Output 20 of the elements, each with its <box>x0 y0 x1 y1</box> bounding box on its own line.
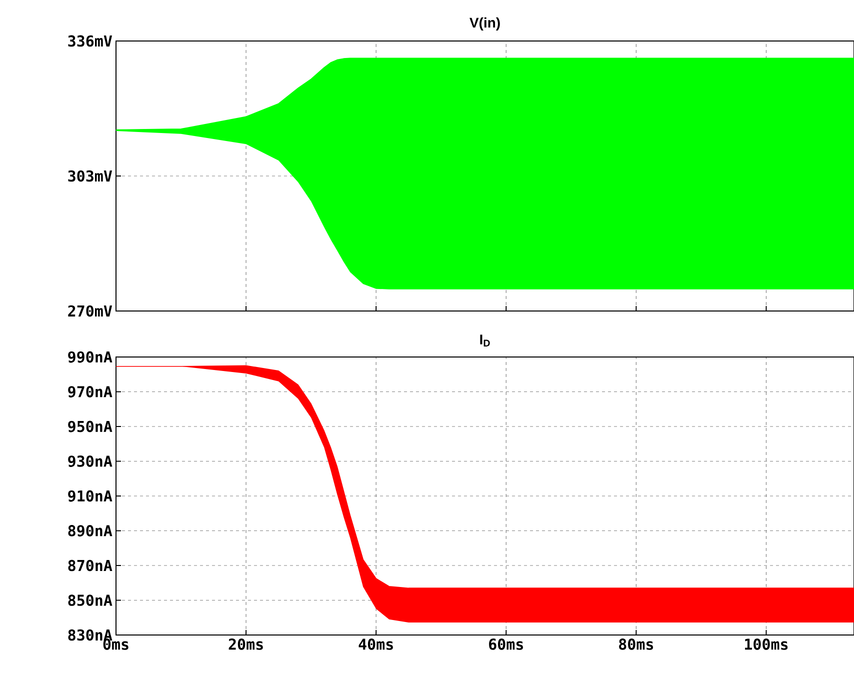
x-tick-label: 100ms <box>745 638 788 650</box>
chart-title: V(in) <box>470 17 500 30</box>
x-tick-label: 80ms <box>619 638 654 650</box>
y-tick-label: 890nA <box>68 525 112 536</box>
y-tick-label: 850nA <box>68 594 112 606</box>
x-tick-label: 20ms <box>228 638 263 650</box>
y-tick-label: 270mV <box>68 305 112 317</box>
x-tick-label: 0ms <box>103 638 128 650</box>
y-tick-label: 990nA <box>68 351 112 363</box>
x-tick-label: 40ms <box>358 638 393 650</box>
y-tick-label: 910nA <box>68 490 112 502</box>
y-tick-label: 970nA <box>68 386 112 398</box>
x-tick-label: 60ms <box>489 638 523 650</box>
y-tick-label: 830nA <box>68 629 112 641</box>
y-tick-label: 303mV <box>68 170 112 182</box>
chart-title: I$_{D}$ <box>480 334 490 346</box>
y-tick-label: 870nA <box>68 560 112 572</box>
y-tick-label: 336mV <box>68 35 112 47</box>
y-tick-label: 930nA <box>68 456 112 467</box>
y-tick-label: 950nA <box>68 420 112 432</box>
